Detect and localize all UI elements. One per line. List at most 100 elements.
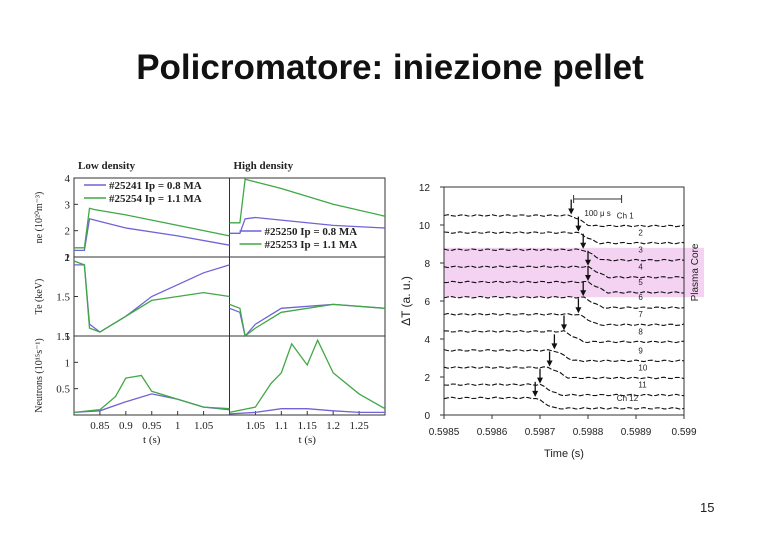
channel-label: 7 <box>638 310 643 319</box>
x-tick-label: 0.599 <box>671 427 696 438</box>
pellet-arrow-head <box>580 290 587 297</box>
pellet-arrow-head <box>585 259 591 266</box>
right-channel-chart: 0 2 4 6 8 10 12 0.5985 0.5986 0.5987 0.5988 0.5989 0… <box>388 132 760 477</box>
x-tick-label: 0.95 <box>142 420 162 432</box>
y-tick-label: 2 <box>65 252 71 264</box>
pellet-arrow-head <box>551 343 558 350</box>
channel-trace-line <box>443 366 685 380</box>
x-tick-label: 0.5989 <box>621 427 652 438</box>
y-tick-label: 0.5 <box>56 384 70 396</box>
x-tick-label: 0.5987 <box>525 427 556 438</box>
pellet-arrow-head <box>561 324 567 331</box>
y-tick-label: 1.5 <box>56 292 70 304</box>
channel-trace-line <box>443 280 685 294</box>
legend-label: #25253 Ip = 1.1 MA <box>265 239 358 251</box>
x-tick-label: 1.1 <box>274 420 288 432</box>
pellet-arrow-head <box>575 225 582 232</box>
channel-trace-line <box>443 265 685 279</box>
channel-label: 11 <box>638 380 647 389</box>
legend-label: #25254 Ip = 1.1 MA <box>109 193 202 205</box>
pellet-arrow-head <box>585 275 591 281</box>
channel-trace-line <box>443 312 685 327</box>
y-tick-label: 1 <box>65 252 71 264</box>
y-axis-label: Neutrons (10¹⁵s⁻¹) <box>34 338 45 412</box>
channel-label: 9 <box>638 346 643 355</box>
y-axis-label: ne (10²⁰m⁻³) <box>34 192 45 244</box>
y-axis-label: Te (keV) <box>34 279 45 315</box>
y-tick-label: 1.5 <box>56 331 70 343</box>
x-tick-label: 1.05 <box>246 420 266 432</box>
y-tick-label: 6 <box>424 297 430 308</box>
x-axis-label: t (s) <box>143 434 161 446</box>
x-tick-label: 0.5986 <box>477 427 508 438</box>
right-chart-background <box>388 132 760 477</box>
channel-label: 4 <box>638 263 643 272</box>
channel-trace-line <box>443 383 685 397</box>
channel-label: Ch 12 <box>617 394 639 403</box>
channel-label: Ch 1 <box>617 211 634 220</box>
pellet-arrow-head <box>580 242 587 249</box>
channel-label: 3 <box>638 246 643 255</box>
channel-trace-line <box>443 295 685 309</box>
data-series-line <box>73 260 230 333</box>
pellet-arrow-head <box>575 307 582 314</box>
pellet-arrow-head <box>546 360 553 367</box>
legend-label: #25241 Ip = 0.8 MA <box>109 180 202 192</box>
y-tick-label: 10 <box>419 221 431 232</box>
left-multipanel-chart: Low density 0.85 0.9 0.95 1 1.05 t (s) High den… <box>30 153 392 448</box>
x-tick-label: 1.05 <box>194 420 214 432</box>
y-axis-label: ΔT (a. u.) <box>399 276 413 326</box>
y-tick-label: 4 <box>424 335 430 346</box>
channel-trace-line <box>443 214 685 228</box>
x-tick-label: 0.5985 <box>429 427 460 438</box>
pellet-arrow-head <box>532 390 539 397</box>
y-tick-label: 2 <box>424 373 430 384</box>
data-series-line <box>229 303 386 338</box>
y-tick-label: 0 <box>424 411 430 422</box>
y-tick-label: 1 <box>65 331 71 343</box>
data-series-line <box>74 207 230 249</box>
channel-trace-line <box>443 231 685 245</box>
page-number: 15 <box>700 500 715 515</box>
x-tick-label: 1 <box>175 420 181 432</box>
x-tick-label: 0.5988 <box>573 427 604 438</box>
data-series-line <box>229 178 386 224</box>
data-series-line <box>73 374 230 414</box>
x-tick-label: 0.85 <box>90 420 110 432</box>
pellet-arrow-head <box>537 377 543 384</box>
legend-label: #25250 Ip = 0.8 MA <box>265 226 358 238</box>
channel-label: 8 <box>638 327 643 336</box>
data-series-line <box>229 408 385 415</box>
x-tick-label: 0.9 <box>119 420 133 432</box>
channel-label: 2 <box>638 228 643 237</box>
x-tick-label: 1.25 <box>349 420 369 432</box>
data-series-line <box>229 338 386 414</box>
channel-trace-line <box>443 248 685 262</box>
column-title: Low density <box>78 160 136 172</box>
left-chart-background <box>30 153 392 448</box>
data-series-line <box>229 216 386 234</box>
column-title: High density <box>234 160 294 172</box>
y-tick-label: 2 <box>65 226 71 238</box>
slide-title: Policromatore: iniezione pellet <box>136 48 644 87</box>
y-tick-label: 4 <box>65 173 71 185</box>
channel-label: 10 <box>638 363 647 372</box>
y-tick-label: 8 <box>424 259 430 270</box>
y-tick-label: 12 <box>419 183 431 194</box>
channel-trace-line <box>443 396 685 410</box>
x-axis-label: t (s) <box>299 434 317 446</box>
x-tick-label: 1.2 <box>326 420 340 432</box>
data-series-line <box>74 217 230 252</box>
pellet-arrow-head <box>568 208 575 215</box>
plasma-core-band <box>444 247 704 298</box>
channel-label: 6 <box>638 293 643 302</box>
x-axis-label: Time (s) <box>544 448 584 460</box>
plasma-core-label: Plasma Core <box>690 243 701 301</box>
scale-bar-label: 100 μ s <box>584 209 610 218</box>
x-tick-label: 1.15 <box>298 420 318 432</box>
channel-trace-line <box>444 330 685 344</box>
channel-trace-line <box>443 349 685 363</box>
y-tick-label: 1 <box>65 357 71 369</box>
channel-label: 5 <box>638 278 643 287</box>
y-tick-label: 3 <box>65 199 71 211</box>
